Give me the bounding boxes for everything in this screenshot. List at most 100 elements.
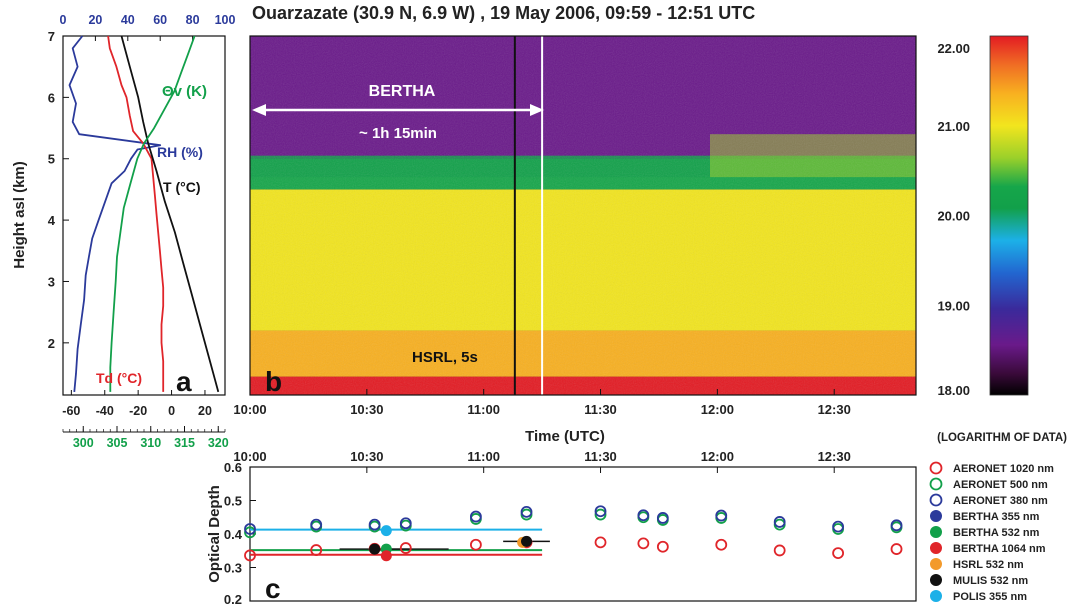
od-point <box>380 525 392 537</box>
panel-b-letter: b <box>265 366 282 397</box>
panel-c-xtick-label: 12:00 <box>701 449 734 464</box>
od-point <box>399 542 412 554</box>
panel-b-lidar: 10:00 10:30 11:00 11:30 12:00 12:30 <box>233 35 917 417</box>
bertha-arrow <box>252 104 544 116</box>
legend-label: AERONET 380 nm <box>953 495 1048 507</box>
temp-axis-tick-label: 20 <box>198 404 212 418</box>
od-point <box>594 505 607 518</box>
rh-profile-line <box>68 35 162 392</box>
od-point <box>469 538 482 551</box>
panel-a-ytick-label: 3 <box>48 274 55 289</box>
od-point <box>244 523 256 535</box>
temp-axis-tick-label: 0 <box>168 404 175 418</box>
rh-axis-tick-label: 80 <box>186 13 200 27</box>
od-point <box>656 512 669 524</box>
theta-profile-line <box>109 35 196 392</box>
panel-a-ytick-label: 7 <box>48 29 55 44</box>
colorbar-tick-label: 21.00 <box>937 119 970 134</box>
colorbar-note: (LOGARITHM OF DATA) <box>937 432 1067 444</box>
t-curve-label: T (°C) <box>163 179 200 195</box>
od-point <box>656 540 669 553</box>
legend-label: BERTHA 532 nm <box>953 527 1040 539</box>
legend-label: BERTHA 1064 nm <box>953 543 1046 555</box>
od-point <box>715 538 728 551</box>
legend-label: HSRL 532 nm <box>953 559 1024 571</box>
panel-a-letter: a <box>176 366 192 397</box>
panel-b-frame <box>249 35 917 396</box>
temp-axis-tick-label: -40 <box>96 404 114 418</box>
panel-a-ytick-label: 6 <box>48 90 55 105</box>
panel-c-xtick-label: 11:30 <box>584 449 617 464</box>
theta-curve-label: Θv (K) <box>162 83 207 100</box>
panel-b-xlabel: Time (UTC) <box>525 428 605 445</box>
panel-c-xtick-label: 10:30 <box>350 449 383 464</box>
theta-axis-tick-label: 320 <box>208 436 229 450</box>
legend-label: POLIS 355 nm <box>953 591 1027 603</box>
panel-c-frame <box>249 466 917 602</box>
panel-b-xtick-label: 11:30 <box>584 402 617 417</box>
legend-label: BERTHA 355 nm <box>953 511 1040 523</box>
panel-a-ytick-label: 2 <box>48 336 55 351</box>
heatmap-texture <box>250 36 916 395</box>
panel-c-ytick-label: 0.5 <box>224 494 242 509</box>
od-point <box>244 549 256 562</box>
od-point <box>715 509 728 522</box>
legend-marker <box>929 477 943 491</box>
panel-a-ytick-label: 5 <box>48 152 55 167</box>
od-point <box>469 510 482 523</box>
od-point <box>637 537 650 550</box>
theta-axis-tick-label: 315 <box>174 436 195 450</box>
legend-label: AERONET 500 nm <box>953 479 1048 491</box>
od-point <box>773 544 786 557</box>
panel-c-ytick-label: 0.4 <box>224 527 243 542</box>
legend-marker <box>930 510 942 522</box>
legend: AERONET 1020 nm AERONET 500 nm AERONET 380… <box>929 461 1054 603</box>
rh-axis-tick-label: 100 <box>215 13 236 27</box>
theta-axis-tick-label: 305 <box>107 436 128 450</box>
legend-marker <box>929 493 943 507</box>
bertha-label: BERTHA <box>369 83 436 100</box>
chart-title: Ouarzazate (30.9 N, 6.9 W) , 19 May 2006… <box>252 3 755 23</box>
panel-a-ytick-label: 4 <box>48 213 56 228</box>
panel-c-ylabel: Optical Depth <box>206 485 223 583</box>
od-point <box>594 536 607 549</box>
od-point <box>890 519 903 532</box>
duration-label: ~ 1h 15min <box>359 125 437 142</box>
legend-marker <box>930 574 942 586</box>
od-point <box>832 520 845 533</box>
panel-b-xtick-label: 12:30 <box>818 402 851 417</box>
panel-c-ytick-label: 0.6 <box>224 460 242 475</box>
panel-b-xtick-label: 10:00 <box>233 402 266 417</box>
rh-axis-tick-label: 0 <box>60 13 67 27</box>
od-point <box>244 526 256 539</box>
od-point <box>310 518 323 531</box>
panel-b-xtick-label: 12:00 <box>701 402 734 417</box>
od-point <box>637 509 650 522</box>
colorbar-tick-label: 19.00 <box>937 298 970 313</box>
legend-marker <box>929 461 943 475</box>
rh-axis-tick-label: 40 <box>121 13 135 27</box>
theta-axis-tick-label: 310 <box>140 436 161 450</box>
legend-marker <box>930 542 942 554</box>
od-point <box>380 550 392 562</box>
od-point <box>368 518 381 531</box>
panel-c-xtick-label: 12:30 <box>818 449 851 464</box>
panel-b-xtick-label: 10:30 <box>350 402 383 417</box>
colorbar-tick-label: 22.00 <box>937 41 970 56</box>
rh-curve-label: RH (%) <box>157 144 203 160</box>
legend-label: MULIS 532 nm <box>953 575 1028 587</box>
panel-a-frame <box>62 35 226 396</box>
theta-axis-tick-label: 300 <box>73 436 94 450</box>
colorbar-tick-label: 20.00 <box>937 209 970 224</box>
od-point <box>773 516 786 528</box>
od-point <box>399 517 412 530</box>
hsrl-label: HSRL, 5s <box>412 349 478 366</box>
legend-marker <box>930 526 942 538</box>
panel-c-xtick-label: 11:00 <box>467 449 500 464</box>
od-point <box>520 505 533 518</box>
od-point <box>521 535 533 547</box>
temp-axis-tick-label: -20 <box>129 404 147 418</box>
panel-a-ylabel: Height asl (km) <box>11 161 28 269</box>
